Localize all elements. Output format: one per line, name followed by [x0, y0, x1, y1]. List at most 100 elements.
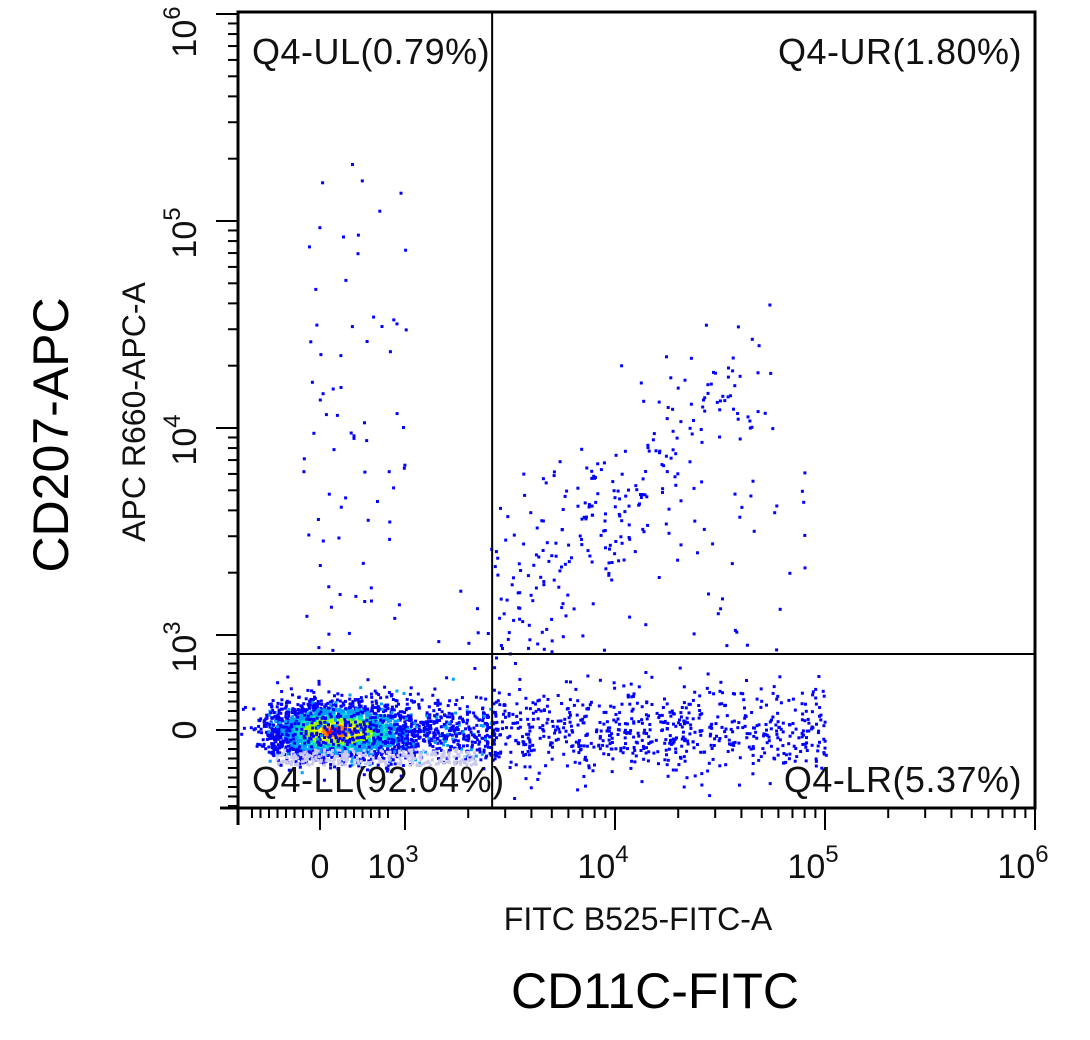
data-point — [709, 724, 713, 728]
data-point — [312, 690, 316, 694]
data-point — [315, 705, 319, 709]
data-point — [727, 366, 730, 370]
data-point — [365, 734, 369, 738]
x-tick-label: 104 — [577, 841, 628, 886]
data-point — [402, 732, 406, 736]
data-point — [741, 726, 745, 730]
data-point — [482, 750, 486, 754]
data-point — [332, 713, 336, 717]
data-point — [399, 759, 403, 763]
data-point — [296, 747, 300, 751]
data-point — [363, 741, 366, 745]
data-point — [456, 739, 460, 743]
data-point — [484, 756, 488, 760]
y-tick-exponent: 6 — [159, 6, 186, 19]
data-point — [577, 751, 581, 755]
data-point — [661, 706, 665, 709]
data-point — [417, 727, 421, 731]
data-point — [585, 744, 589, 748]
data-point — [589, 741, 593, 745]
data-point — [324, 716, 327, 720]
data-point — [399, 191, 403, 195]
data-point — [488, 752, 492, 755]
data-point — [399, 753, 403, 757]
data-point — [759, 687, 763, 691]
data-point — [359, 736, 363, 739]
data-point — [718, 435, 722, 439]
data-point — [644, 713, 648, 717]
data-point — [306, 762, 310, 766]
data-point — [462, 733, 466, 736]
data-point — [670, 742, 673, 746]
data-point — [384, 717, 388, 721]
data-point — [546, 717, 550, 721]
data-point — [612, 718, 616, 722]
data-point — [472, 762, 476, 766]
data-point — [290, 723, 294, 727]
data-point — [307, 735, 311, 739]
data-point — [363, 727, 367, 731]
data-point — [700, 772, 704, 776]
data-point — [394, 739, 398, 743]
data-point — [550, 554, 554, 558]
data-point — [443, 740, 447, 744]
data-point — [457, 755, 461, 758]
data-point — [318, 398, 322, 402]
data-point — [317, 712, 321, 716]
data-point — [524, 706, 528, 710]
data-point — [426, 724, 430, 728]
data-point — [680, 737, 684, 741]
data-point — [333, 758, 337, 762]
data-point — [438, 702, 442, 706]
data-point — [301, 719, 305, 723]
data-point — [363, 600, 367, 603]
data-point — [689, 723, 693, 727]
data-point — [498, 703, 502, 707]
data-point — [612, 489, 616, 493]
data-point — [427, 736, 431, 740]
data-point — [314, 287, 318, 291]
data-point — [454, 733, 458, 737]
data-point — [324, 741, 328, 745]
data-point — [398, 710, 402, 714]
data-point — [610, 736, 614, 740]
data-point — [650, 740, 654, 744]
data-point — [712, 370, 715, 374]
data-point — [446, 744, 450, 747]
data-point — [540, 519, 544, 523]
data-point — [559, 719, 563, 723]
data-point — [407, 730, 411, 733]
data-point — [417, 724, 421, 728]
data-point — [353, 739, 357, 743]
data-point — [362, 730, 366, 734]
data-point — [621, 751, 625, 755]
data-point — [269, 711, 273, 715]
data-point — [644, 623, 648, 627]
data-point — [363, 732, 367, 736]
data-point — [312, 708, 316, 712]
data-point — [495, 720, 499, 724]
data-point — [689, 726, 693, 730]
data-point — [390, 751, 394, 755]
data-point — [348, 693, 352, 697]
data-point — [316, 722, 320, 726]
data-point — [717, 739, 721, 743]
data-point — [711, 757, 715, 761]
data-point — [815, 722, 818, 726]
data-point — [284, 715, 288, 719]
data-point — [285, 711, 288, 715]
data-point — [728, 742, 731, 746]
data-point — [479, 696, 483, 700]
data-point — [395, 704, 398, 708]
data-point — [344, 715, 348, 719]
data-point — [617, 559, 621, 563]
data-point — [257, 718, 261, 722]
data-point — [443, 735, 447, 739]
data-point — [329, 719, 333, 723]
data-point — [733, 492, 737, 496]
data-point — [429, 737, 433, 741]
data-point — [268, 735, 272, 739]
data-point — [571, 730, 575, 734]
data-point — [686, 721, 690, 725]
data-point — [564, 729, 568, 733]
